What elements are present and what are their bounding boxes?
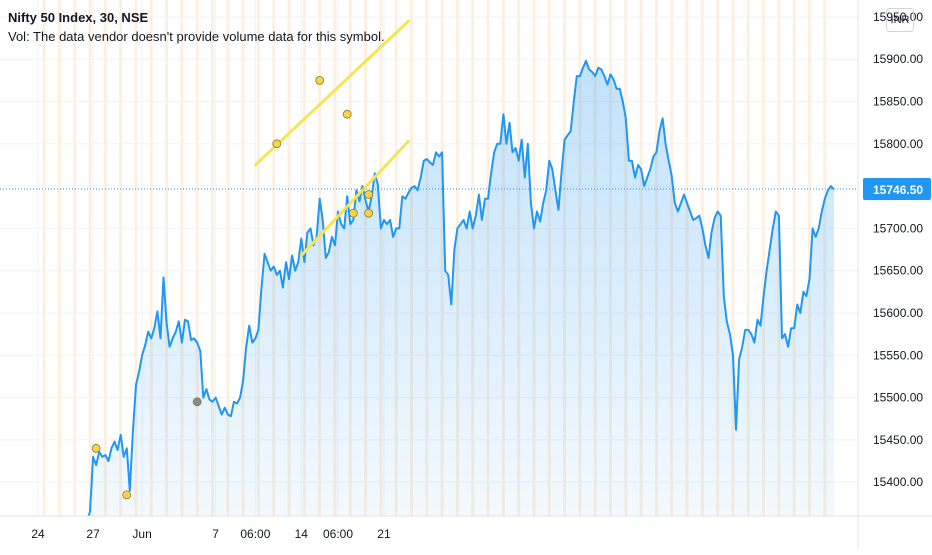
y-tick-label: 15400.00: [873, 475, 923, 489]
session-band: [256, 0, 260, 516]
session-band: [731, 0, 735, 516]
y-tick-label: 15600.00: [873, 306, 923, 320]
x-tick-label: 06:00: [323, 527, 353, 541]
session-band: [808, 0, 812, 516]
last-price-label: 15746.50: [873, 183, 923, 197]
price-area-fill: [38, 60, 834, 516]
x-tick-label: 06:00: [240, 527, 270, 541]
y-tick-label: 15500.00: [873, 391, 923, 405]
chart-legend: Nifty 50 Index, 30, NSE Vol: The data ve…: [8, 8, 385, 46]
session-band: [762, 0, 766, 516]
event-marker[interactable]: [192, 397, 202, 407]
event-marker[interactable]: [91, 443, 101, 453]
y-tick-label: 15900.00: [873, 52, 923, 66]
volume-note: Vol: The data vendor doesn't provide vol…: [8, 29, 385, 44]
event-marker[interactable]: [364, 190, 374, 199]
y-tick-label: 15700.00: [873, 221, 923, 235]
session-band: [134, 0, 138, 516]
event-marker[interactable]: [315, 75, 325, 85]
event-marker[interactable]: [342, 109, 352, 119]
x-tick-label: 27: [86, 527, 100, 541]
last-price-label-bg: [863, 178, 931, 201]
session-band: [103, 0, 107, 516]
session-band: [272, 0, 276, 516]
session-band: [226, 0, 230, 516]
session-band: [42, 0, 46, 516]
event-marker[interactable]: [348, 208, 358, 218]
session-band: [119, 0, 123, 516]
session-band: [73, 0, 77, 516]
x-axis[interactable]: 24 27 Jun 7 06:00 14 06:00 21: [0, 515, 932, 541]
price-area: [38, 59, 835, 516]
x-tick-label: 24: [31, 527, 45, 541]
event-marker[interactable]: [272, 139, 282, 149]
y-tick-label: 15550.00: [873, 348, 923, 362]
session-band: [241, 0, 245, 516]
x-tick-label: 21: [377, 527, 391, 541]
y-tick-label: 15450.00: [873, 433, 923, 447]
session-band: [287, 0, 291, 516]
session-band: [57, 0, 61, 516]
markers[interactable]: [91, 75, 374, 500]
x-tick-label: 7: [212, 527, 219, 541]
event-marker[interactable]: [122, 490, 132, 500]
trendline[interactable]: [253, 19, 410, 167]
session-band: [211, 0, 215, 516]
y-tick-label: 15950.00: [873, 10, 923, 24]
session-band: [180, 0, 184, 516]
currency-button[interactable]: INR: [886, 8, 914, 32]
session-band: [792, 0, 796, 516]
event-marker[interactable]: [364, 208, 374, 218]
symbol-title[interactable]: Nifty 50 Index, 30, NSE: [8, 10, 149, 25]
y-axis[interactable]: 15400.00 15450.00 15500.00 15550.00 15600.00…: [857, 0, 931, 550]
y-tick-label: 15650.00: [873, 264, 923, 278]
price-line: [87, 59, 835, 516]
y-tick-label: 15850.00: [873, 95, 923, 109]
trendline[interactable]: [299, 139, 410, 257]
session-band: [195, 0, 199, 516]
y-tick-label: 15800.00: [873, 137, 923, 151]
session-band: [149, 0, 153, 516]
session-band: [88, 0, 92, 516]
x-tick-label: Jun: [132, 527, 151, 541]
x-tick-label: 14: [295, 527, 309, 541]
session-band: [746, 0, 750, 516]
trendlines[interactable]: [253, 19, 410, 257]
session-band: [165, 0, 169, 516]
